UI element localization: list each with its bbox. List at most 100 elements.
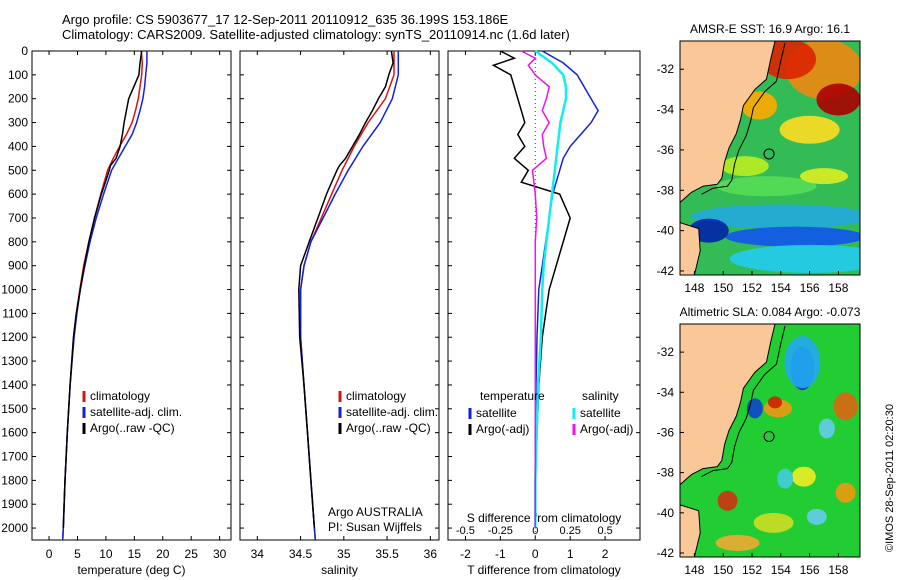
map-x-tick-label: 154 [771, 563, 791, 577]
series-line-2 [298, 50, 394, 529]
map-x-tick-label: 148 [684, 563, 704, 577]
field-patch [690, 204, 860, 229]
x-tick-label: 36 [424, 547, 438, 561]
plot-frame [239, 50, 440, 541]
y-tick-label: 400 [8, 139, 28, 153]
map-x-tick-label: 156 [800, 281, 820, 295]
y-tick-label: 100 [8, 68, 28, 82]
x-axis-label: temperature (deg C) [77, 563, 185, 577]
legend-label: satellite-adj. clim. [346, 405, 438, 419]
legend-header: salinity [582, 389, 619, 403]
plot-frame [447, 50, 641, 541]
salinity-profile-panel: 34 34.5 35 35.5 36 salinity climatology satelli… [239, 50, 440, 577]
x-tick-label: 0 [46, 547, 53, 561]
field-patch [835, 482, 856, 503]
map-x-tick-label: 154 [771, 281, 791, 295]
field-patch [800, 168, 848, 185]
map-field [680, 41, 860, 275]
land-tasmania [680, 504, 701, 557]
field-patch [741, 91, 778, 120]
map-y-tick-label: -38 [657, 466, 675, 480]
map-x-tick-label: 158 [828, 563, 848, 577]
x-top-tick-label: 0.25 [559, 525, 580, 537]
y-tick-label: 900 [8, 259, 28, 273]
y-tick-label: 1800 [1, 473, 28, 487]
map-title: Altimetric SLA: 0.084 Argo: -0.073 [680, 305, 861, 319]
map-y-tick-label: -40 [657, 506, 675, 520]
x-top-tick-label: 0.5 [597, 525, 612, 537]
legend-label: satellite-adj. clim. [90, 405, 182, 419]
x-tick-label: 34.5 [289, 547, 313, 561]
legend-label: Argo(..raw -QC) [346, 421, 431, 435]
argo-location-marker [763, 430, 775, 442]
field-patch [716, 176, 817, 197]
x-tick-label: -2 [460, 547, 471, 561]
field-patch [779, 115, 840, 144]
field-patch [753, 512, 794, 533]
map-frame [679, 40, 861, 276]
y-tick-label: 1700 [1, 450, 28, 464]
field-patch [816, 83, 860, 116]
map-y-tick-label: -32 [657, 345, 675, 359]
x-top-axis-label: S difference from climatology [467, 511, 622, 525]
legend-label: Argo(..raw -QC) [90, 421, 175, 435]
y-tick-label: 300 [8, 116, 28, 130]
shelf-contour [701, 42, 786, 195]
y-tick-label: 1600 [1, 426, 28, 440]
x-tick-label: 35 [337, 547, 351, 561]
land-mainland [680, 324, 776, 486]
field-patch [720, 156, 769, 177]
y-tick-label: 200 [8, 92, 28, 106]
map-x-tick-label: 158 [828, 281, 848, 295]
land-mainland [680, 41, 776, 204]
diff-series-line-1 [491, 50, 571, 529]
figure-title-line-1: Argo profile: CS 5903677_17 12-Sep-2011 … [62, 12, 509, 27]
y-tick-label: 1400 [1, 378, 28, 392]
y-tick-label: 1000 [1, 283, 28, 297]
temperature-profile-panel: 0 5 10 15 20 25 300100200300400500600700800900… [1, 44, 232, 577]
figure-title-line-2: Climatology: CARS2009. Satellite-adjuste… [62, 27, 570, 42]
legend-label: Argo(-adj) [580, 422, 633, 436]
map-y-tick-label: -38 [657, 183, 675, 197]
x-tick-label: 20 [156, 547, 170, 561]
map-y-tick-label: -32 [657, 62, 675, 76]
field-patch [791, 466, 816, 487]
map-x-tick-label: 152 [742, 281, 762, 295]
map-y-tick-label: -40 [657, 224, 675, 238]
y-tick-label: 800 [8, 235, 28, 249]
map-x-tick-label: 152 [742, 563, 762, 577]
map-y-tick-label: -36 [657, 425, 675, 439]
field-patch [729, 244, 860, 273]
map-y-tick-label: -34 [657, 385, 675, 399]
x-tick-label: 35.5 [375, 547, 399, 561]
field-patch [806, 508, 827, 525]
legend-label: climatology [346, 389, 406, 403]
x-tick-label: 5 [74, 547, 81, 561]
field-patch [777, 468, 794, 489]
x-top-tick-label: -0.5 [456, 525, 475, 537]
map-x-tick-label: 156 [800, 563, 820, 577]
x-tick-label: 34 [251, 547, 265, 561]
map-frame [679, 323, 861, 558]
y-tick-label: 500 [8, 163, 28, 177]
legend-label: climatology [90, 389, 150, 403]
y-tick-label: 0 [21, 44, 28, 58]
plot-frame [31, 50, 232, 541]
y-tick-label: 1900 [1, 497, 28, 511]
map-title: AMSR-E SST: 16.9 Argo: 16.1 [690, 22, 850, 36]
shelf-contour [701, 325, 786, 478]
legend-label: satellite [476, 406, 517, 420]
diff-series-line-2 [534, 49, 568, 529]
source-annotation: PI: Susan Wijffels [328, 520, 422, 534]
y-tick-label: 1200 [1, 330, 28, 344]
map-x-tick-label: 150 [713, 563, 733, 577]
land-tasmania [680, 222, 701, 275]
y-tick-label: 1100 [2, 306, 28, 320]
map-x-tick-label: 148 [684, 281, 704, 295]
x-tick-label: 30 [213, 547, 227, 561]
y-tick-label: 600 [8, 187, 28, 201]
y-tick-label: 700 [8, 211, 28, 225]
x-axis-label: T difference from climatology [467, 563, 621, 577]
y-tick-label: 1300 [1, 354, 28, 368]
